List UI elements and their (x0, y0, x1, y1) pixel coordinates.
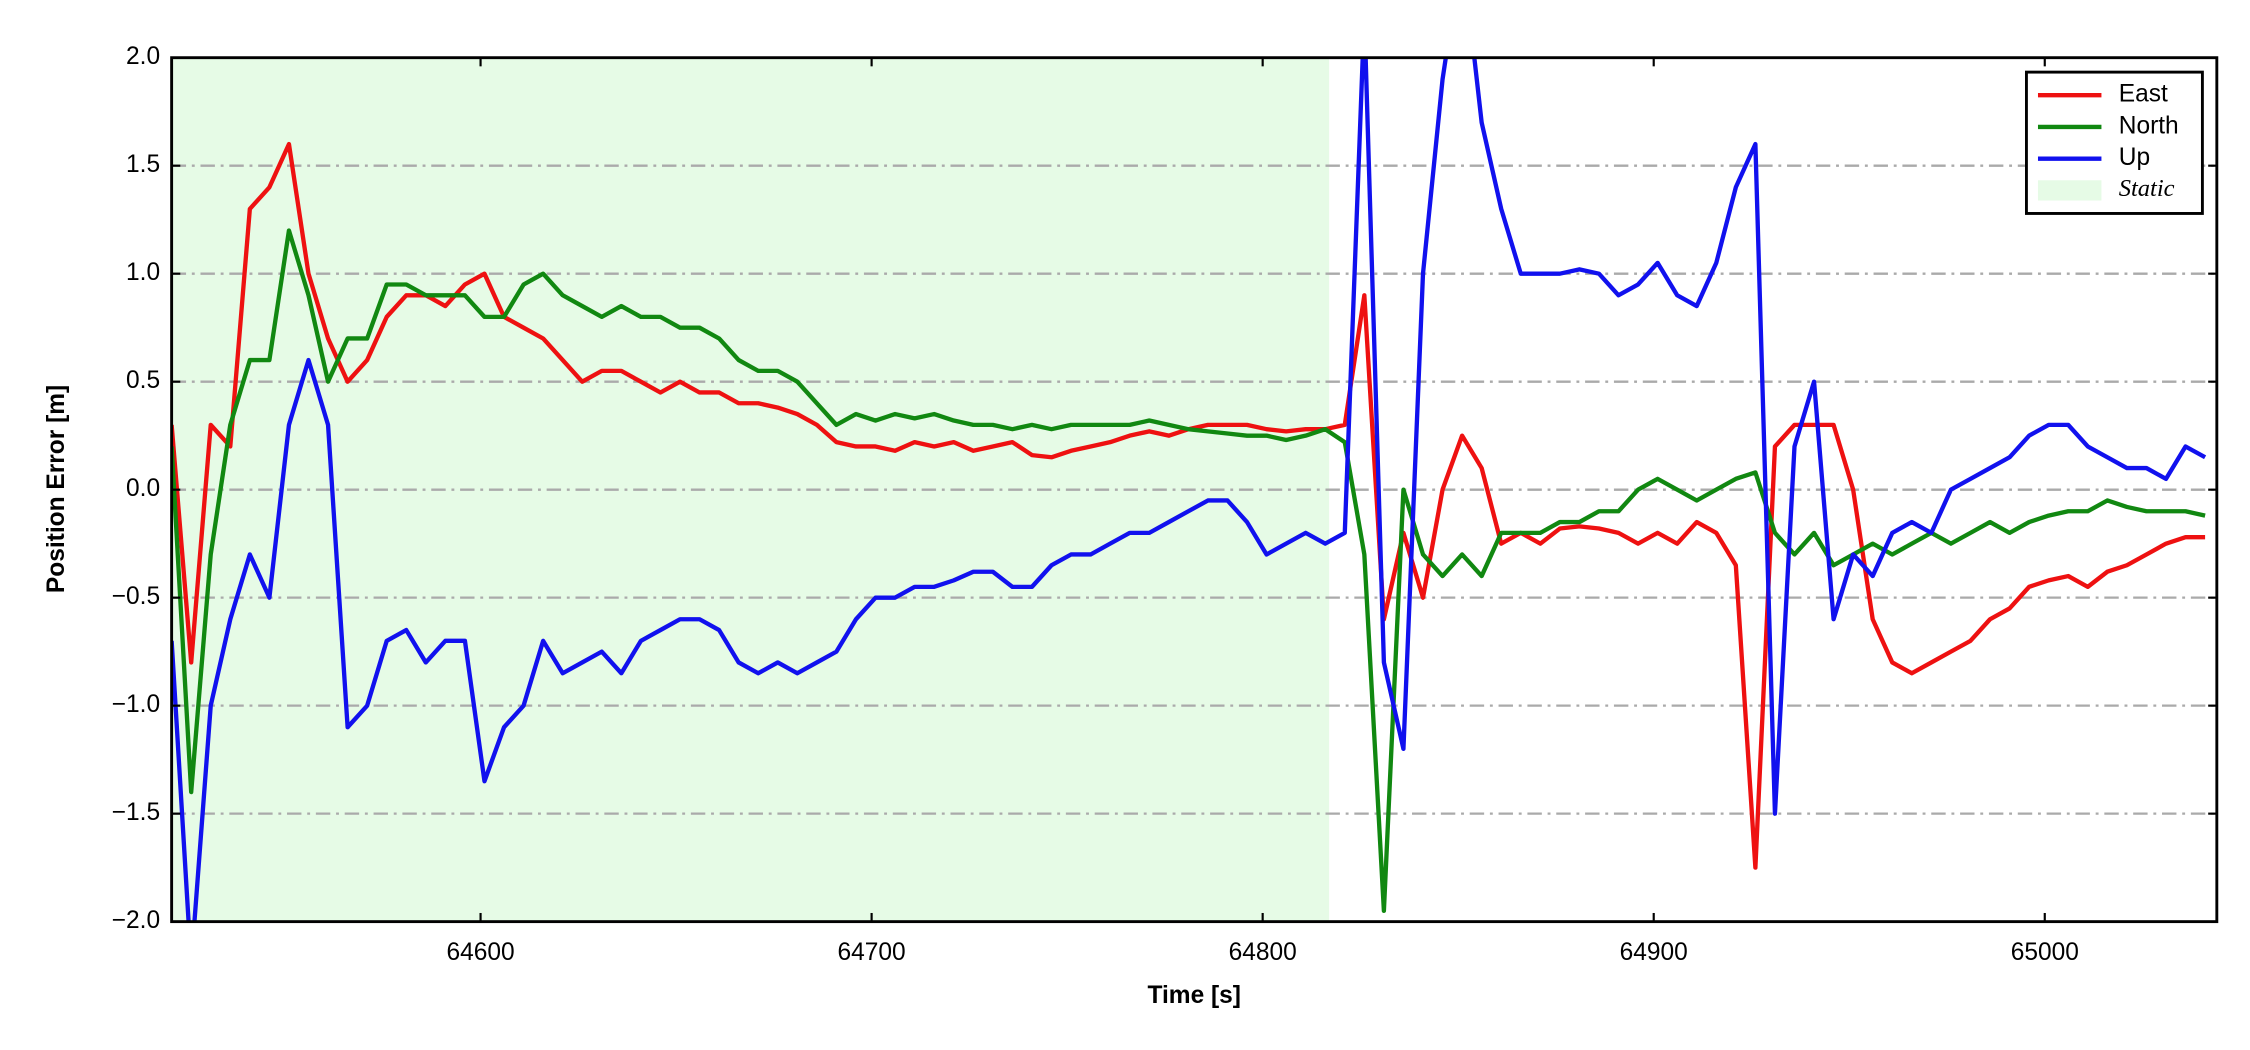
series-line (171, 57, 2207, 922)
legend-swatch (2037, 180, 2102, 201)
legend-label: North (2119, 112, 2179, 139)
x-tick-label: 65000 (2011, 939, 2079, 966)
y-tick-label: −0.5 (112, 583, 160, 610)
y-tick-label: −1.0 (112, 691, 160, 718)
y-tick-label: −1.5 (112, 799, 160, 826)
y-axis-label: Position Error [m] (43, 385, 70, 593)
y-tick-label: 0.5 (126, 367, 160, 394)
y-tick-label: 2.0 (126, 43, 160, 70)
x-tick-label: 64900 (1620, 939, 1688, 966)
x-axis-label: Time [s] (1147, 982, 1241, 1009)
y-tick-label: −2.0 (112, 907, 160, 934)
y-tick-label: 1.0 (126, 259, 160, 286)
x-tick-label: 64800 (1229, 939, 1297, 966)
legend-label: Up (2119, 144, 2150, 171)
y-tick-label: 0.0 (126, 475, 160, 502)
line-layer (171, 57, 2207, 922)
legend: East North Up Static (2024, 70, 2204, 215)
legend-label: Static (2119, 175, 2175, 202)
axis-layer: −2.0 −1.5 −1.0 −0.5 0.0 0.5 1.0 1.5 2.0 64600 6470… (112, 43, 2217, 966)
series-line (171, 228, 2206, 913)
legend-label: East (2119, 81, 2168, 108)
x-tick-label: 64700 (838, 939, 906, 966)
x-tick-label: 64600 (446, 939, 514, 966)
y-tick-label: 1.5 (126, 151, 160, 178)
